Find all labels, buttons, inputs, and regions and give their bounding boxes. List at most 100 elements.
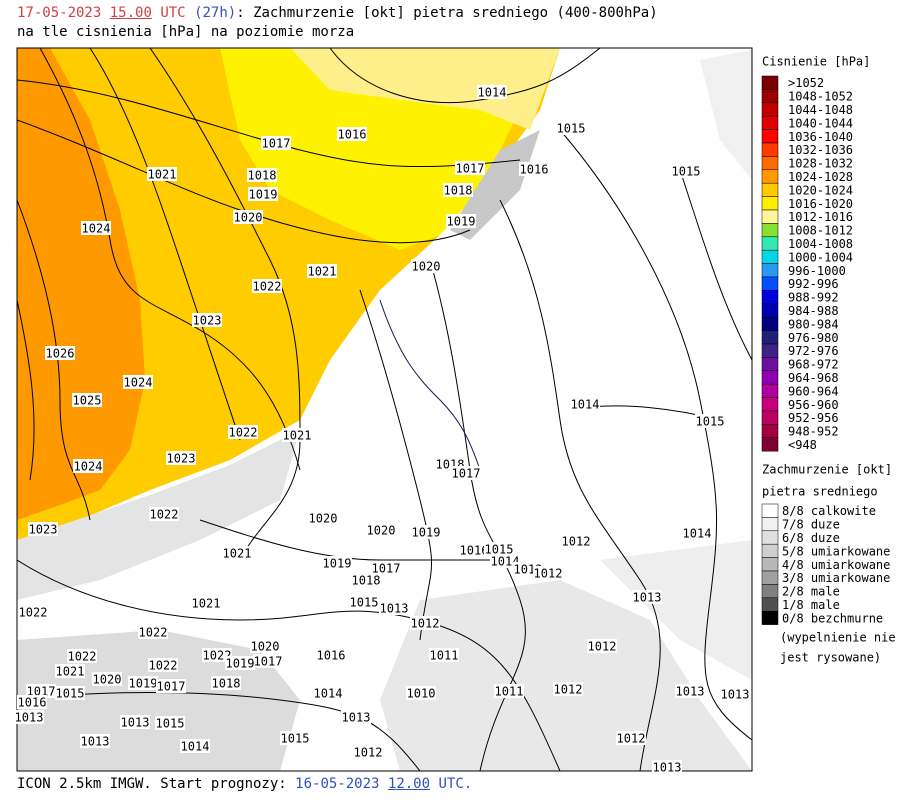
isobar-label-bg	[494, 684, 524, 698]
date: 17-05-2023	[17, 5, 102, 21]
pressure-swatch	[761, 316, 779, 331]
isobar-label-bg	[73, 459, 103, 473]
isobar-label-bg	[477, 85, 507, 99]
isobar-label: 1023	[193, 314, 222, 328]
isobar-label-bg	[671, 164, 701, 178]
pressure-label: 1032-1036	[788, 143, 853, 157]
isobar-label: 1013	[380, 602, 409, 616]
cloud-label: 7/8 duze	[782, 518, 840, 532]
cloud-label: 1/8 male	[782, 598, 840, 612]
isobar-label-bg	[81, 221, 111, 235]
isobar-label: 1014	[571, 398, 600, 412]
isobar-label-bg	[632, 590, 662, 604]
pressure-label: 948-952	[788, 425, 839, 439]
isobar-label-bg	[616, 731, 646, 745]
pressure-swatch	[761, 156, 779, 171]
isobar-label: 1015	[696, 415, 725, 429]
isobar-label: 1020	[309, 512, 338, 526]
isobar-label: 1020	[367, 524, 396, 538]
isobar-label: 1013	[81, 735, 110, 749]
isobar-label: 1013	[676, 685, 705, 699]
cloud-swatch	[761, 557, 779, 572]
pressure-swatch	[761, 437, 779, 452]
pressure-label: 1028-1032	[788, 157, 853, 171]
pressure-label: 968-972	[788, 358, 839, 372]
isobar-label: 1020	[251, 640, 280, 654]
isobar-label-bg	[316, 648, 346, 662]
pressure-label: 1008-1012	[788, 224, 853, 238]
isobar-label-bg	[247, 168, 277, 182]
cloud-label: 5/8 umiarkowane	[782, 544, 890, 558]
isobar-label-bg	[411, 525, 441, 539]
isobar-label: 1022	[253, 280, 282, 294]
pressure-label: 964-968	[788, 371, 839, 385]
pressure-swatch	[761, 343, 779, 358]
pressure-swatch	[761, 75, 779, 90]
isobar-label: 1014	[478, 86, 507, 100]
cloud-label: 2/8 male	[782, 585, 840, 599]
pressure-swatch	[761, 196, 779, 211]
isobar-label: 1016	[18, 696, 47, 710]
cloud-legend-note: jest rysowane)	[780, 651, 881, 665]
pressure-swatch	[761, 115, 779, 130]
isobar-label-bg	[202, 648, 232, 662]
isobar-label: 1014	[314, 687, 343, 701]
isobar-label: 1012	[354, 746, 383, 760]
isobar-label-bg	[406, 686, 436, 700]
cloud-swatch	[761, 503, 779, 518]
isobar-label-bg	[561, 534, 591, 548]
pressure-swatch	[761, 169, 779, 184]
start-date: 16-05-2023	[295, 776, 380, 792]
cloud-legend-subtitle: pietra sredniego	[762, 485, 878, 499]
isobar-label-bg	[192, 313, 222, 327]
pressure-swatch	[761, 276, 779, 291]
isobar-label-bg	[429, 648, 459, 662]
isobar-label-bg	[337, 127, 367, 141]
utc: UTC	[160, 5, 186, 21]
pressure-label: >1052	[788, 76, 824, 90]
isobar-label: 1022	[19, 606, 48, 620]
isobar-label-bg	[17, 695, 47, 709]
pressure-label: 1024-1028	[788, 170, 853, 184]
isobar-label-bg	[282, 428, 312, 442]
isobar-label-bg	[379, 601, 409, 615]
isobar-label: 1022	[68, 650, 97, 664]
pressure-label: 1048-1052	[788, 90, 853, 104]
isobar-label: 1015	[56, 687, 85, 701]
isobar-label: 1015	[156, 717, 185, 731]
isobar-label-bg	[45, 346, 75, 360]
rivers	[379, 299, 481, 471]
isobar-label-bg	[123, 375, 153, 389]
isobar-label: 1013	[653, 761, 682, 775]
isobar-label: 1016	[460, 544, 489, 558]
pressure-swatch	[761, 223, 779, 238]
isobar-label-bg	[366, 523, 396, 537]
pressure-label: 988-992	[788, 291, 839, 305]
cloud-label: 3/8 umiarkowane	[782, 571, 890, 585]
isobar-label: 1021	[148, 168, 177, 182]
isobar-label: 1019	[323, 557, 352, 571]
isobar-label: 1015	[557, 122, 586, 136]
isobar-label-bg	[222, 546, 252, 560]
isobar-label: 1022	[150, 508, 179, 522]
isobar-label-bg	[490, 554, 520, 568]
cloud-swatch	[761, 517, 779, 532]
isobar-label: 1018	[444, 184, 473, 198]
start-hour: 12.00	[387, 776, 431, 792]
pressure-swatch	[761, 182, 779, 197]
cloud-legend-note: (wypelnienie nie	[780, 631, 896, 645]
isobar-label: 1013	[15, 711, 44, 725]
isobar-label-bg	[28, 522, 58, 536]
isobar-label: 1020	[93, 673, 122, 687]
cloud-label: 4/8 umiarkowane	[782, 558, 890, 572]
cloud-swatch	[761, 597, 779, 612]
pressure-label: 976-980	[788, 331, 839, 345]
isobar-label-bg	[353, 745, 383, 759]
pressure-swatch	[761, 209, 779, 224]
isobar-label: 1016	[317, 649, 346, 663]
isobar-label-bg	[211, 676, 241, 690]
isobar-label: 1015	[672, 165, 701, 179]
isobar-label-bg	[233, 210, 263, 224]
isobar-label: 1017	[452, 467, 481, 481]
